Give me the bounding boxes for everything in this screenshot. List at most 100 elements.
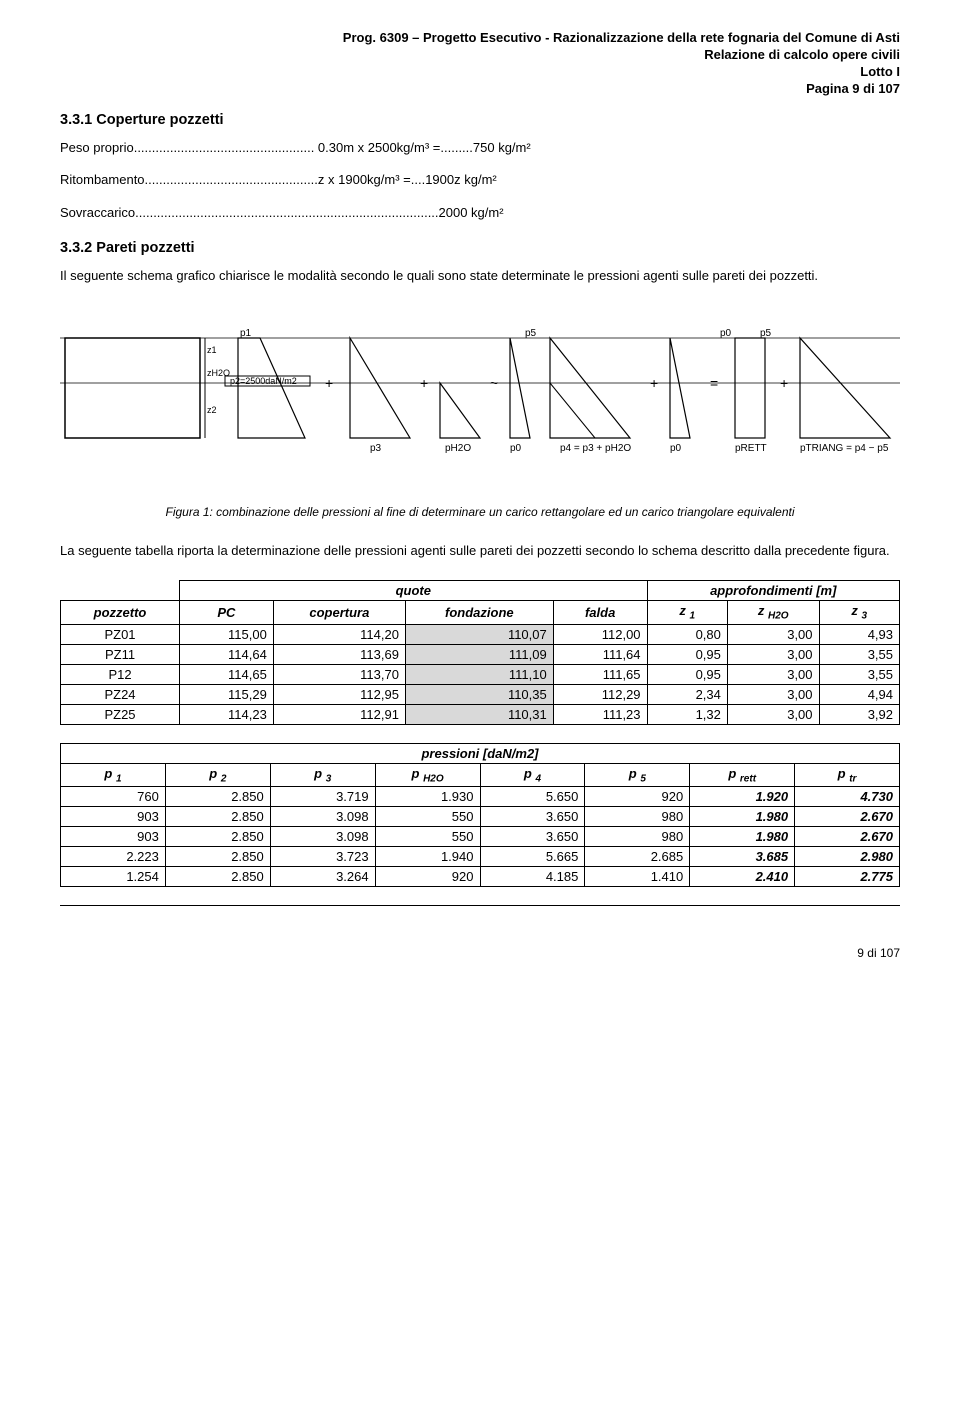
table2-cell: 2.850: [165, 867, 270, 887]
table2-col-3: p H2O: [375, 763, 480, 787]
sovraccarico-line: Sovraccarico............................…: [60, 201, 900, 226]
table1-cell: 115,00: [180, 624, 274, 644]
table1-group-approf: approfondimenti [m]: [647, 581, 899, 601]
table1-cell: PZ24: [61, 684, 180, 704]
table2-cell: 3.650: [480, 807, 585, 827]
table2-col-4: p 4: [480, 763, 585, 787]
table1-group-quote: quote: [180, 581, 648, 601]
table2-cell: 980: [585, 807, 690, 827]
table2-cell: 2.980: [795, 847, 900, 867]
table2-cell: 3.723: [270, 847, 375, 867]
table2-cell: 5.650: [480, 787, 585, 807]
table2-cell: 2.850: [165, 847, 270, 867]
table1-cell: 110,35: [405, 684, 553, 704]
table1-cell: 0,95: [647, 664, 727, 684]
table2-cell: 920: [585, 787, 690, 807]
table-quote-approfondimenti: quote approfondimenti [m] pozzettoPCcope…: [60, 580, 900, 725]
table1-row: P12114,65113,70111,10111,650,953,003,55: [61, 664, 900, 684]
table1-cell: 2,34: [647, 684, 727, 704]
section-332-title: 3.3.2 Pareti pozzetti: [60, 240, 900, 256]
table2-cell: 2.850: [165, 827, 270, 847]
page-footer: 9 di 107: [60, 946, 900, 960]
table1-cell: 115,29: [180, 684, 274, 704]
table1-col-4: falda: [553, 601, 647, 625]
footer-rule: [60, 905, 900, 906]
table1-col-2: copertura: [273, 601, 405, 625]
section-332-intro: Il seguente schema grafico chiarisce le …: [60, 264, 900, 289]
table1-cell: 3,00: [727, 644, 819, 664]
table2-cell: 4.185: [480, 867, 585, 887]
table1-cell: 113,69: [273, 644, 405, 664]
fig-label-prett: pRETT: [735, 443, 767, 454]
table2-cell: 903: [61, 807, 166, 827]
header-line4: Pagina 9 di 107: [60, 81, 900, 98]
table1-cell: 3,55: [819, 664, 899, 684]
table1-row: PZ01115,00114,20110,07112,000,803,004,93: [61, 624, 900, 644]
table2-cell: 3.650: [480, 827, 585, 847]
table2-cell: 1.980: [690, 827, 795, 847]
table2-header-row: p 1p 2p 3p H2Op 4p 5p rettp tr: [61, 763, 900, 787]
table2-cell: 2.670: [795, 827, 900, 847]
table2-cell: 2.410: [690, 867, 795, 887]
table1-cell: 112,00: [553, 624, 647, 644]
table1-cell: 3,55: [819, 644, 899, 664]
table1-col-0: pozzetto: [61, 601, 180, 625]
fig-tilde: ~: [490, 375, 498, 391]
fig-label-p2: p2=2500daN/m2: [230, 376, 297, 386]
table1-row: PZ25114,23112,91110,31111,231,323,003,92: [61, 704, 900, 724]
table2-col-1: p 2: [165, 763, 270, 787]
figure-1-caption: Figura 1: combinazione delle pressioni a…: [60, 505, 900, 519]
fig-plus-4: +: [780, 375, 788, 391]
table2-cell: 1.930: [375, 787, 480, 807]
table-pressioni: pressioni [daN/m2] p 1p 2p 3p H2Op 4p 5p…: [60, 743, 900, 888]
fig-plus-1: +: [325, 375, 333, 391]
header-line2: Relazione di calcolo opere civili: [60, 47, 900, 64]
header-line3: Lotto I: [60, 64, 900, 81]
table1-cell: 1,32: [647, 704, 727, 724]
table2-cell: 903: [61, 827, 166, 847]
table1-cell: 4,94: [819, 684, 899, 704]
table2-cell: 5.665: [480, 847, 585, 867]
table2-row: 1.2542.8503.2649204.1851.4102.4102.775: [61, 867, 900, 887]
table2-cell: 2.685: [585, 847, 690, 867]
fig-label-p5b: p5: [760, 328, 772, 339]
table2-cell: 2.670: [795, 807, 900, 827]
header-line1: Prog. 6309 – Progetto Esecutivo - Razion…: [60, 30, 900, 47]
fig-label-p0b: p0: [510, 443, 522, 454]
table2-row: 9032.8503.0985503.6509801.9802.670: [61, 807, 900, 827]
table2-cell: 1.410: [585, 867, 690, 887]
table1-cell: P12: [61, 664, 180, 684]
table1-cell: 110,31: [405, 704, 553, 724]
table2-cell: 1.920: [690, 787, 795, 807]
fig-label-p4eq: p4 = p3 + pH2O: [560, 443, 631, 454]
peso-proprio-line: Peso proprio............................…: [60, 136, 900, 161]
fig-label-p3: p3: [370, 443, 382, 454]
table2-col-7: p tr: [795, 763, 900, 787]
mid-paragraph: La seguente tabella riporta la determina…: [60, 539, 900, 564]
table1-cell: 3,00: [727, 664, 819, 684]
table2-cell: 980: [585, 827, 690, 847]
table1-cell: 112,95: [273, 684, 405, 704]
table2-cell: 1.980: [690, 807, 795, 827]
fig-plus-3: +: [650, 375, 658, 391]
table1-row: PZ11114,64113,69111,09111,640,953,003,55: [61, 644, 900, 664]
table2-title: pressioni [daN/m2]: [61, 743, 900, 763]
table2-cell: 2.223: [61, 847, 166, 867]
table2-col-0: p 1: [61, 763, 166, 787]
table1-cell: 114,64: [180, 644, 274, 664]
table2-cell: 3.719: [270, 787, 375, 807]
table2-col-5: p 5: [585, 763, 690, 787]
table1-cell: 0,95: [647, 644, 727, 664]
table2-cell: 1.254: [61, 867, 166, 887]
table1-cell: 3,00: [727, 704, 819, 724]
table1-cell: PZ01: [61, 624, 180, 644]
section-331-title: 3.3.1 Coperture pozzetti: [60, 112, 900, 128]
table2-cell: 2.775: [795, 867, 900, 887]
fig-label-z1: z1: [207, 345, 217, 355]
table1-col-5: z 1: [647, 601, 727, 625]
table2-cell: 760: [61, 787, 166, 807]
table2-title-row: pressioni [daN/m2]: [61, 743, 900, 763]
table1-group-row: quote approfondimenti [m]: [61, 581, 900, 601]
table1-cell: 111,10: [405, 664, 553, 684]
page-header: Prog. 6309 – Progetto Esecutivo - Razion…: [60, 30, 900, 98]
